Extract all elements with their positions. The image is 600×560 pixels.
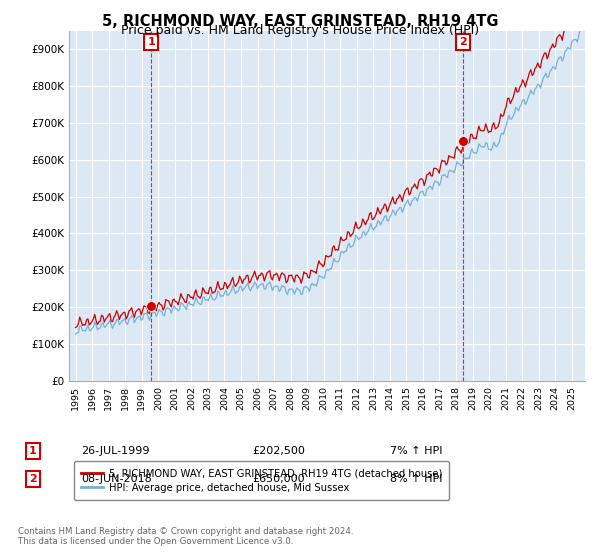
Text: 2: 2 bbox=[460, 37, 467, 47]
Text: 2: 2 bbox=[29, 474, 37, 484]
Text: 5, RICHMOND WAY, EAST GRINSTEAD, RH19 4TG: 5, RICHMOND WAY, EAST GRINSTEAD, RH19 4T… bbox=[102, 14, 498, 29]
Text: Price paid vs. HM Land Registry's House Price Index (HPI): Price paid vs. HM Land Registry's House … bbox=[121, 24, 479, 37]
Text: Contains HM Land Registry data © Crown copyright and database right 2024.
This d: Contains HM Land Registry data © Crown c… bbox=[18, 526, 353, 546]
Text: 8% ↑ HPI: 8% ↑ HPI bbox=[390, 474, 443, 484]
Legend: 5, RICHMOND WAY, EAST GRINSTEAD, RH19 4TG (detached house), HPI: Average price, : 5, RICHMOND WAY, EAST GRINSTEAD, RH19 4T… bbox=[74, 461, 449, 500]
Text: 1: 1 bbox=[29, 446, 37, 456]
Text: £202,500: £202,500 bbox=[252, 446, 305, 456]
Text: 08-JUN-2018: 08-JUN-2018 bbox=[81, 474, 152, 484]
Text: 26-JUL-1999: 26-JUL-1999 bbox=[81, 446, 149, 456]
Text: £650,000: £650,000 bbox=[252, 474, 305, 484]
Text: 7% ↑ HPI: 7% ↑ HPI bbox=[390, 446, 443, 456]
Text: 1: 1 bbox=[148, 37, 155, 47]
